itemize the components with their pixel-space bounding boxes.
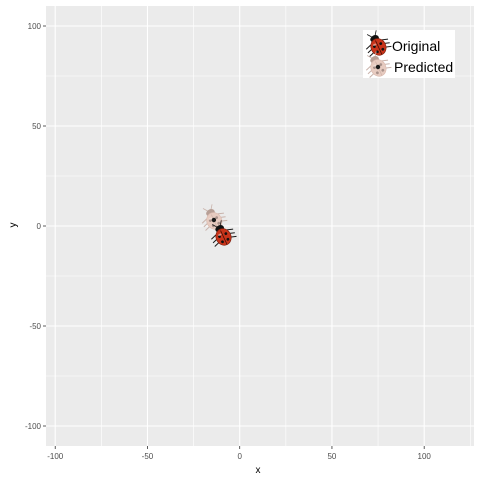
point-original-0 [211, 220, 237, 247]
x-tick-label-1: -50 [142, 452, 154, 461]
legend-label-original: Original [392, 38, 440, 54]
y-tick-label-2: 0 [37, 222, 42, 231]
y-tick-label-4: 100 [28, 22, 42, 31]
y-tick-label-3: 50 [32, 122, 41, 131]
x-tick-label-4: 100 [418, 452, 432, 461]
point-predicted-0 [201, 204, 228, 231]
legend-key-original [365, 30, 392, 57]
legend-label-predicted: Predicted [394, 59, 453, 75]
y-axis-title: y [8, 223, 19, 228]
x-tick-label-2: 0 [237, 452, 242, 461]
data-points [201, 204, 237, 247]
y-tick-label-1: -50 [29, 322, 41, 331]
major-grid [46, 6, 474, 446]
legend-key-predicted [365, 51, 392, 78]
x-axis-ticks: -100 -50 0 50 100 [47, 446, 431, 461]
x-tick-label-0: -100 [47, 452, 64, 461]
x-tick-label-3: 50 [327, 452, 336, 461]
y-tick-label-0: -100 [25, 422, 42, 431]
x-axis-title: x [256, 465, 261, 476]
legend: Original Predicted [363, 30, 455, 78]
y-axis-ticks: -100 -50 0 50 100 [25, 22, 46, 431]
